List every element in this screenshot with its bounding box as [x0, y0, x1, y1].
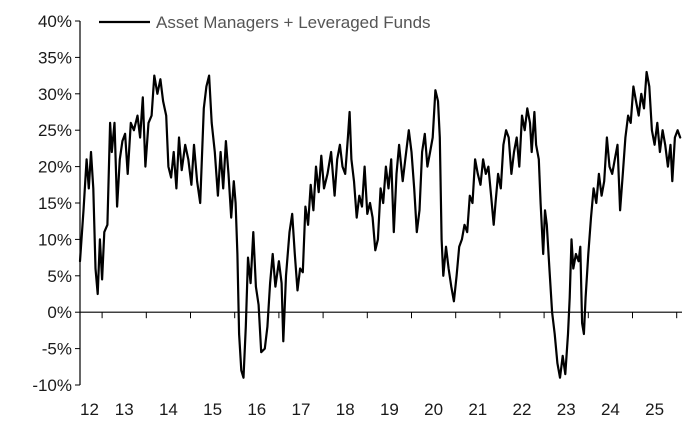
x-tick-label: 23 — [557, 400, 576, 419]
y-tick-label: 5% — [47, 267, 72, 286]
x-tick-label: 17 — [292, 400, 311, 419]
x-tick-label: 12 — [80, 400, 99, 419]
x-tick-label: 22 — [513, 400, 532, 419]
x-tick-label: 16 — [247, 400, 266, 419]
y-tick-label: 25% — [38, 121, 72, 140]
series-line-asset-managers-leveraged-funds — [78, 70, 682, 379]
x-tick-label: 15 — [203, 400, 222, 419]
y-tick-label: 35% — [38, 48, 72, 67]
y-tick-label: -10% — [32, 376, 72, 395]
x-tick-label: 14 — [159, 400, 178, 419]
x-tick-label: 19 — [380, 400, 399, 419]
legend: Asset Managers + Leveraged Funds — [99, 13, 431, 32]
y-axis: -10% -5% 0% 5% 10% 15% 20% 25% 30% 35% 40% — [32, 12, 81, 395]
x-tick-label: 13 — [115, 400, 134, 419]
y-tick-label: 15% — [38, 194, 72, 213]
x-tick-label: 24 — [601, 400, 620, 419]
x-tick-label: 18 — [336, 400, 355, 419]
x-tick-label: 21 — [468, 400, 487, 419]
series-layer — [78, 70, 682, 379]
legend-label-asset-managers-leveraged-funds: Asset Managers + Leveraged Funds — [156, 13, 431, 32]
y-tick-label: 0% — [47, 303, 72, 322]
x-tick-label: 25 — [645, 400, 664, 419]
y-tick-label: 10% — [38, 230, 72, 249]
y-tick-label: 20% — [38, 158, 72, 177]
y-tick-label: 40% — [38, 12, 72, 31]
y-tick-label: 30% — [38, 85, 72, 104]
x-tick-label: 20 — [424, 400, 443, 419]
x-axis: 12 13 14 15 16 17 18 19 20 21 22 23 24 25 — [80, 311, 682, 419]
y-tick-label: -5% — [42, 340, 72, 359]
